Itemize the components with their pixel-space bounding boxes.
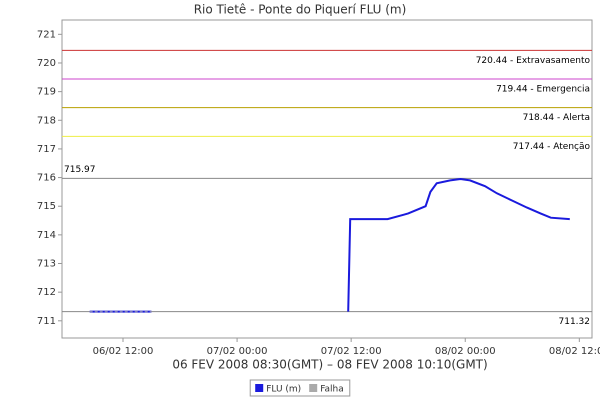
reference-label: 715.97 bbox=[64, 165, 96, 175]
y-tick-label: 718 bbox=[37, 115, 56, 126]
y-tick-label: 715 bbox=[37, 201, 56, 212]
reference-label: 720.44 - Extravasamento bbox=[476, 56, 591, 66]
y-tick-label: 714 bbox=[37, 230, 56, 241]
y-tick-label: 717 bbox=[37, 144, 56, 155]
legend-box bbox=[249, 379, 351, 397]
plot-area bbox=[61, 19, 593, 339]
y-tick-label: 721 bbox=[37, 29, 56, 40]
reference-label: 717.44 - Atenção bbox=[513, 142, 591, 152]
legend: FLU (m) Falha bbox=[249, 379, 351, 397]
reference-label: 719.44 - Emergencia bbox=[496, 85, 590, 95]
x-tick-label: 08/02 12:00 bbox=[549, 346, 600, 357]
y-tick-label: 711 bbox=[37, 316, 56, 327]
chart-subtitle: 06 FEV 2008 08:30(GMT) – 08 FEV 2008 10:… bbox=[172, 358, 487, 372]
y-tick-label: 719 bbox=[37, 87, 56, 98]
reference-label: 711.32 bbox=[559, 317, 591, 327]
x-tick-label: 06/02 12:00 bbox=[93, 346, 154, 357]
legend-swatch bbox=[255, 384, 264, 392]
y-tick-label: 716 bbox=[37, 173, 56, 184]
x-tick-label: 08/02 00:00 bbox=[435, 346, 496, 357]
legend-label: FLU (m) bbox=[266, 385, 301, 395]
x-tick-label: 07/02 12:00 bbox=[321, 346, 382, 357]
reference-label: 718.44 - Alerta bbox=[523, 113, 590, 123]
legend-swatch bbox=[309, 384, 318, 392]
x-tick-label: 07/02 00:00 bbox=[207, 346, 268, 357]
y-tick-label: 713 bbox=[37, 259, 56, 270]
chart-title: Rio Tietê - Ponte do Piquerí FLU (m) bbox=[194, 3, 407, 17]
legend-label: Falha bbox=[320, 385, 344, 395]
y-tick-label: 712 bbox=[37, 287, 56, 298]
y-tick-label: 720 bbox=[37, 58, 56, 69]
